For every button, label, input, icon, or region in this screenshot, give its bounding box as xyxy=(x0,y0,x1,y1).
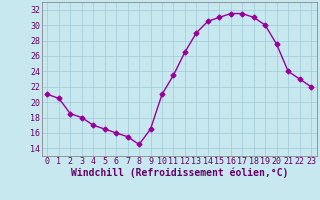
X-axis label: Windchill (Refroidissement éolien,°C): Windchill (Refroidissement éolien,°C) xyxy=(70,168,288,178)
